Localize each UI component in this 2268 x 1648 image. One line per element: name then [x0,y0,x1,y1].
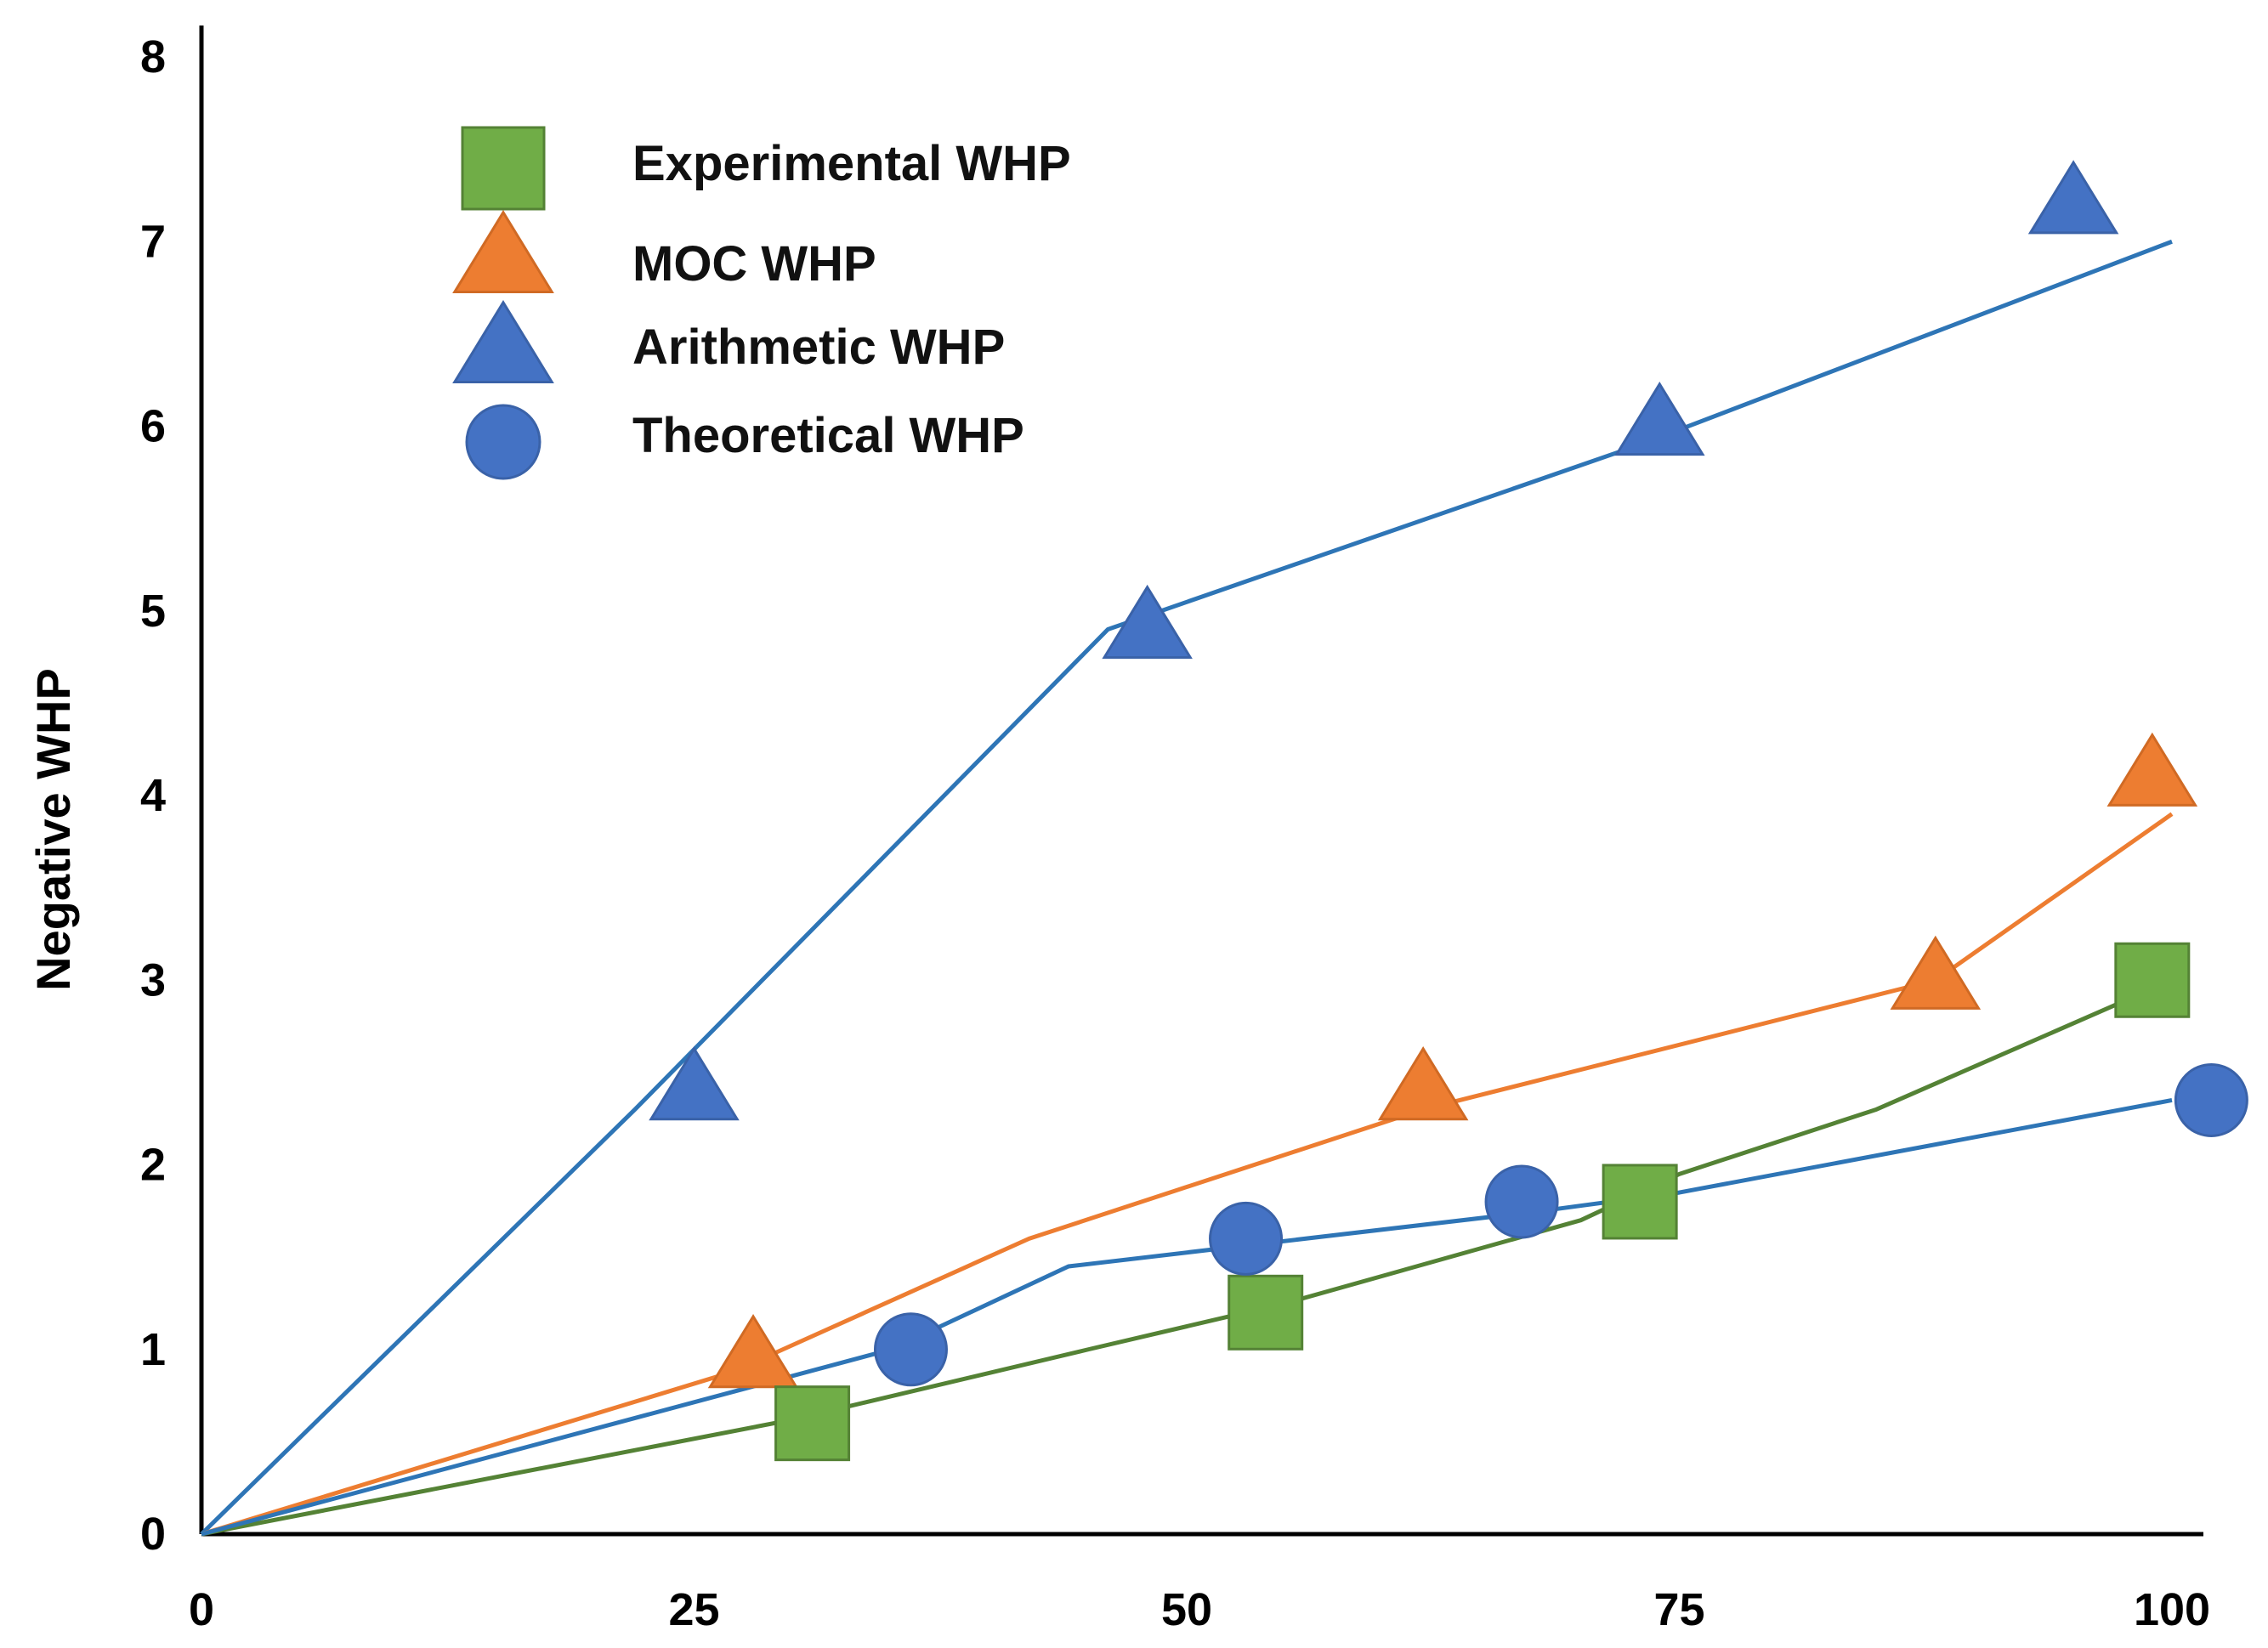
data-point-moc-whp [1377,1046,1469,1121]
series-line-theoretical-whp [201,1098,2173,1537]
x-tick-label: 25 [668,1584,719,1635]
series-line-moc-whp [201,812,2174,1537]
data-point-experimental-whp [774,1385,851,1462]
chart-axes [199,25,2203,1537]
data-point-experimental-whp [1602,1164,1678,1240]
legend-marker-experimental-whp [461,126,546,211]
x-tick-label: 100 [2134,1584,2210,1635]
y-tick-label: 7 [140,216,166,267]
data-point-theoretical-whp [1484,1164,1559,1239]
data-point-arithmetic-whp [649,1046,740,1121]
legend-label-experimental-whp: Experimental WHP [632,136,1071,191]
series-markers [649,160,2248,1462]
data-point-moc-whp [2106,732,2198,807]
data-point-moc-whp [707,1314,799,1389]
y-tick-label: 5 [140,586,166,637]
legend-label-theoretical-whp: Theoretical WHP [632,408,1024,463]
y-tick-label: 8 [140,31,166,82]
data-point-arithmetic-whp [1102,584,1193,660]
y-tick-label: 6 [140,401,166,452]
data-point-theoretical-whp [1209,1201,1284,1276]
data-point-theoretical-whp [873,1312,948,1387]
y-tick-label: 4 [140,770,166,821]
data-point-experimental-whp [1228,1274,1304,1351]
series-line-experimental-whp [201,977,2174,1537]
legend-marker-arithmetic-whp [452,299,554,383]
data-point-arithmetic-whp [2027,160,2119,235]
y-tick-label: 2 [140,1140,166,1191]
x-tick-label: 0 [189,1584,214,1635]
y-tick-label: 3 [140,954,166,1005]
y-tick-label: 0 [140,1509,166,1560]
y-tick-labels: 0 1 2 3 4 5 6 7 8 [140,31,166,1560]
series-line-arithmetic-whp [200,239,2173,1536]
y-axis-title: Negative WHP [26,668,80,991]
legend-label-arithmetic-whp: Arithmetic WHP [632,320,1005,375]
chart-legend: Experimental WHP MOC WHP Arithmetic WHP The… [452,126,1071,480]
data-point-theoretical-whp [2174,1062,2248,1137]
data-point-arithmetic-whp [1614,381,1705,456]
x-tick-label: 75 [1653,1584,1704,1635]
legend-marker-theoretical-whp [465,404,541,480]
data-point-experimental-whp [2114,942,2191,1018]
data-point-moc-whp [1890,935,1982,1010]
x-tick-labels: 0 25 50 75 100 [189,1584,2210,1635]
legend-label-moc-whp: MOC WHP [632,236,876,292]
y-tick-label: 1 [140,1324,166,1375]
x-tick-label: 50 [1161,1584,1212,1635]
legend-marker-moc-whp [452,209,554,293]
